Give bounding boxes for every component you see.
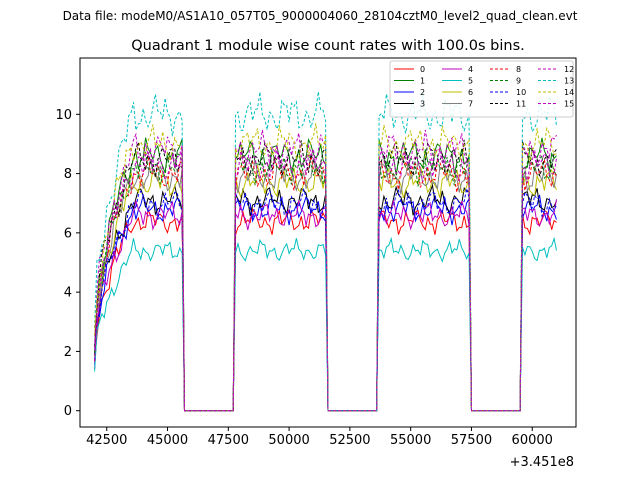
legend-frame	[389, 60, 574, 118]
legend-label-10: 10	[516, 88, 526, 97]
legend-label-9: 9	[516, 77, 521, 86]
legend-label-2: 2	[420, 88, 425, 97]
legend-label-13: 13	[564, 77, 574, 86]
legend-label-14: 14	[564, 88, 574, 97]
series-layer	[94, 91, 557, 412]
legend-label-6: 6	[468, 88, 473, 97]
y-tick-label: 0	[64, 404, 72, 419]
legend-label-15: 15	[564, 100, 574, 109]
x-tick-label: 50000	[268, 433, 309, 448]
legend-label-11: 11	[516, 100, 526, 109]
y-axis: 0 2 4 6 8 10	[55, 108, 80, 419]
y-tick-label: 6	[64, 226, 72, 241]
x-tick-label: 60000	[512, 433, 553, 448]
legend-label-4: 4	[468, 65, 473, 74]
y-tick-label: 4	[64, 286, 72, 301]
x-tick-label: 52500	[329, 433, 370, 448]
chart-title: Quadrant 1 module wise count rates with …	[131, 38, 525, 54]
legend-label-7: 7	[468, 100, 473, 109]
x-axis: 42500 45000 47500 50000 52500 55000 57500 60000	[86, 427, 553, 448]
legend-label-3: 3	[420, 100, 425, 109]
legend-label-0: 0	[420, 65, 425, 74]
data-file-header: Data file: modeM0/AS1A10_057T05_90000040…	[63, 9, 578, 23]
axes-frame	[79, 57, 577, 428]
x-tick-label: 47500	[208, 433, 249, 448]
legend-label-5: 5	[468, 77, 473, 86]
x-tick-label: 55000	[390, 433, 431, 448]
series-line-15	[94, 145, 557, 412]
x-offset-label: +3.451e8	[510, 455, 574, 470]
legend-label-1: 1	[420, 77, 425, 86]
y-tick-label: 10	[55, 108, 72, 123]
legend-label-12: 12	[564, 65, 574, 74]
x-tick-label: 42500	[86, 433, 127, 448]
series-line-10	[94, 187, 557, 412]
y-tick-label: 8	[64, 167, 72, 182]
series-line-14	[94, 123, 557, 412]
y-tick-label: 2	[64, 345, 72, 360]
x-tick-label: 45000	[147, 433, 188, 448]
legend-label-8: 8	[516, 65, 521, 74]
x-tick-label: 57500	[451, 433, 492, 448]
plot-area	[79, 57, 577, 428]
